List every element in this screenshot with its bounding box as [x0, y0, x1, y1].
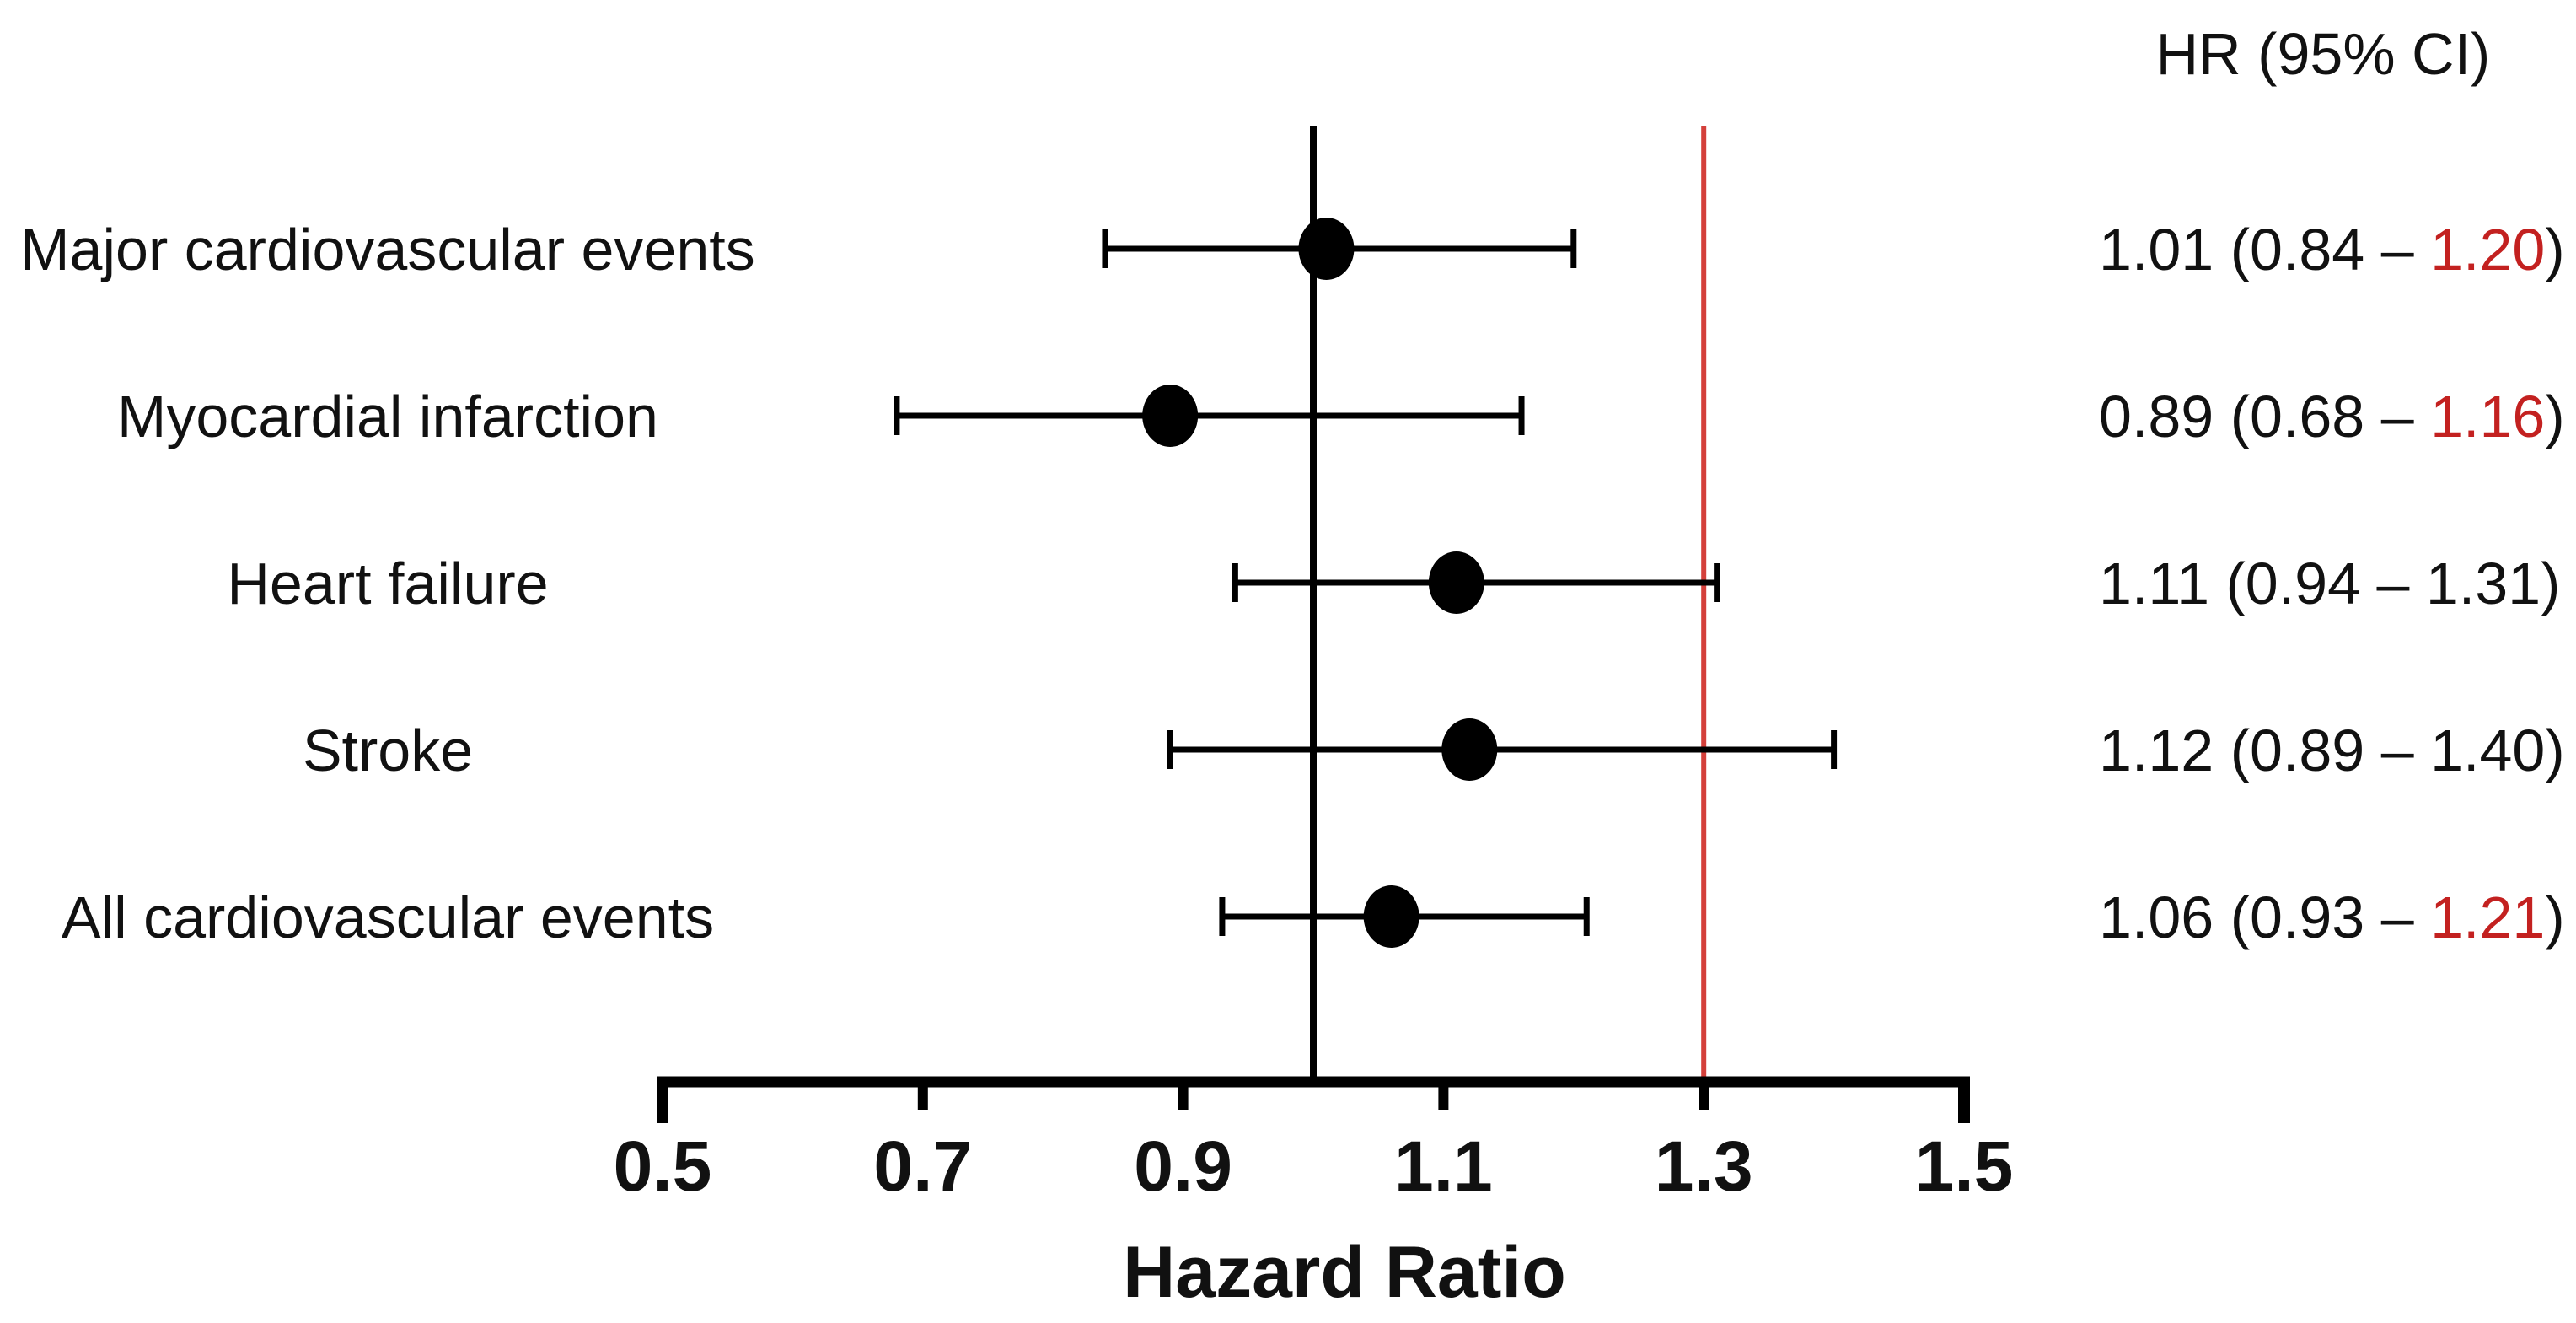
x-axis-title: Hazard Ratio [1123, 1232, 1566, 1313]
ci-high-value: 1.20 [2430, 217, 2545, 282]
forest-rows: Major cardiovascular events 1.01 (0.84 – … [20, 217, 2564, 950]
ci-high-value: 1.31 [2426, 551, 2541, 616]
x-axis-ticks [657, 1082, 1970, 1123]
forest-row: Major cardiovascular events 1.01 (0.84 – … [20, 217, 2564, 282]
x-axis-tick-label: 1.1 [1394, 1127, 1493, 1206]
forest-row: All cardiovascular events 1.06 (0.93 – 1.… [62, 885, 2565, 950]
forest-row: Myocardial infarction 0.89 (0.68 – 1.16) [117, 384, 2565, 449]
ci-high-value: 1.21 [2430, 885, 2545, 950]
row-label: Myocardial infarction [117, 384, 658, 449]
row-label: Major cardiovascular events [20, 217, 754, 282]
hr-ci-value: 1.11 (0.94 – 1.31) [2099, 551, 2560, 616]
x-axis-tick-label: 1.3 [1655, 1127, 1753, 1206]
ci-high-value: 1.16 [2430, 384, 2545, 449]
x-axis-tick-labels: 0.5 0.7 0.9 1.1 1.3 1.5 [614, 1127, 2014, 1206]
forest-row: Heart failure 1.11 (0.94 – 1.31) [227, 551, 2560, 616]
hr-ci-value: 1.01 (0.84 – 1.20) [2099, 217, 2565, 282]
reference-lines [1310, 126, 1707, 1082]
row-label: All cardiovascular events [62, 885, 714, 950]
ci-high-value: 1.40 [2430, 718, 2545, 783]
forest-row: Stroke 1.12 (0.89 – 1.40) [303, 718, 2565, 783]
x-axis: 0.5 0.7 0.9 1.1 1.3 1.5 Hazard Ratio [614, 1076, 2014, 1313]
hr-column-header: HR (95% CI) [2156, 21, 2491, 87]
x-axis-tick-label: 0.5 [614, 1127, 712, 1206]
point-marker [1298, 218, 1355, 280]
row-label: Stroke [303, 718, 473, 783]
row-label: Heart failure [227, 551, 548, 616]
x-axis-tick-label: 1.5 [1915, 1127, 2014, 1206]
hr-ci-value: 1.06 (0.93 – 1.21) [2099, 885, 2565, 950]
hr-ci-value: 1.12 (0.89 – 1.40) [2099, 718, 2565, 783]
point-marker [1428, 551, 1484, 614]
x-axis-tick-label: 0.9 [1134, 1127, 1232, 1206]
point-marker [1142, 385, 1199, 447]
hr-ci-value: 0.89 (0.68 – 1.16) [2099, 384, 2565, 449]
x-axis-tick-label: 0.7 [873, 1127, 972, 1206]
point-marker [1363, 885, 1419, 948]
point-marker [1441, 718, 1498, 781]
